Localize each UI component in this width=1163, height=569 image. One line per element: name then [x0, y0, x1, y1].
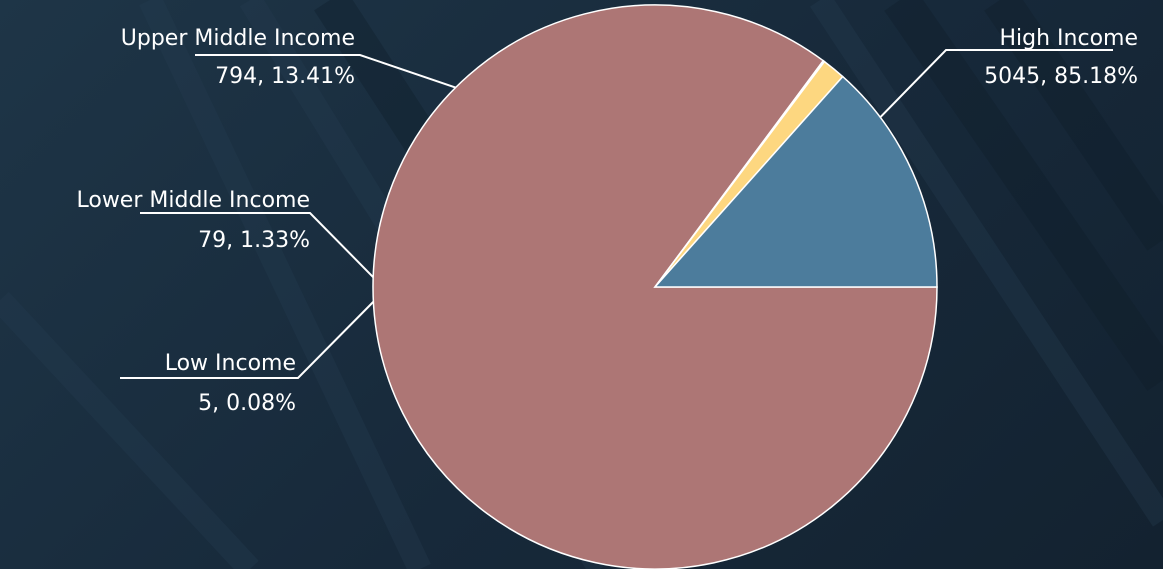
- slice-value-lower-middle-income: 79, 1.33%: [198, 228, 310, 253]
- slice-value-low-income: 5, 0.08%: [198, 391, 296, 416]
- slice-value-upper-middle-income: 794, 13.41%: [215, 64, 355, 89]
- background-streak: [984, 0, 1163, 251]
- leader-line-lower-middle-income: [140, 212, 374, 278]
- slice-label-low-income: Low Income: [165, 351, 296, 376]
- slice-value-high-income: 5045, 85.18%: [984, 64, 1138, 89]
- background-streak: [0, 291, 259, 569]
- background-streak: [139, 0, 431, 569]
- pie-slices: [372, 4, 938, 569]
- background-streak: [809, 0, 1163, 527]
- pie-labels: High Income 5045, 85.18% Low Income 5, 0.08…: [76, 26, 1138, 416]
- leader-line-low-income: [120, 301, 375, 379]
- background-streak: [884, 0, 1163, 391]
- leader-line-high-income: [879, 49, 1113, 118]
- leader-line-upper-middle-income: [195, 54, 456, 89]
- slice-label-upper-middle-income: Upper Middle Income: [121, 26, 355, 51]
- pie-slice-high-income: [372, 4, 938, 569]
- pie-slice-upper-middle-income: [653, 75, 938, 288]
- slice-label-lower-middle-income: Lower Middle Income: [76, 188, 310, 213]
- slice-label-high-income: High Income: [999, 26, 1138, 51]
